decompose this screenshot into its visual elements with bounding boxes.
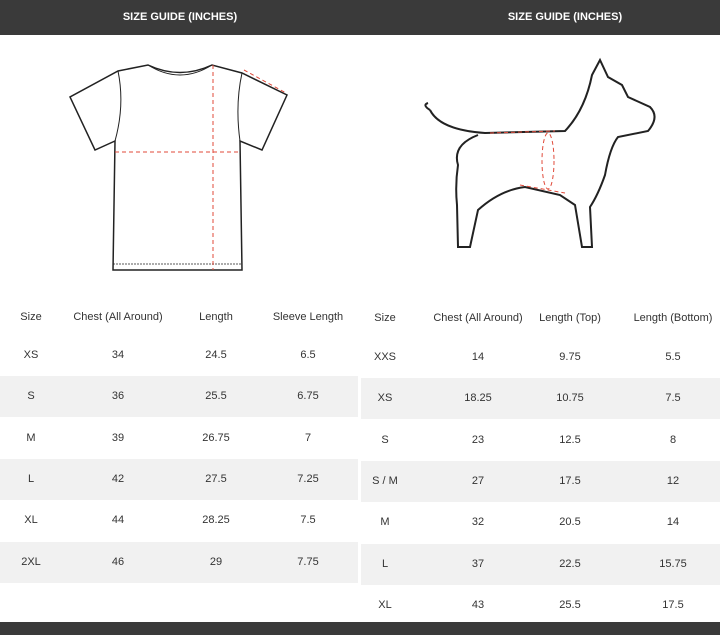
table-cell: 7 (304, 431, 312, 444)
table-cell: 18.25 (464, 392, 492, 405)
table-row: XS 18.25 10.75 7.5 (361, 378, 720, 420)
title: SIZE GUIDE (INCHES) (122, 11, 238, 23)
column-header: Chest (All Around) (73, 311, 163, 323)
column-header: Size (20, 311, 42, 323)
table-cell: XL (378, 598, 392, 611)
table-row: S / M 27 17.5 12 (361, 460, 720, 502)
table-cell: 2XL (21, 555, 41, 568)
column-header: Length (199, 311, 233, 323)
table-row: M 39 26.75 7 (0, 418, 358, 459)
table-cell: L (27, 472, 35, 485)
table-cell: XL (24, 514, 38, 527)
table-row: XS 34 24.5 6.5 (0, 335, 358, 376)
table-cell: 42 (111, 472, 125, 485)
table-cell: 28.25 (202, 514, 230, 527)
table-cell: 26.75 (202, 431, 230, 444)
table-cell: XS (377, 392, 393, 405)
table-cell: S / M (372, 474, 398, 487)
table-cell: 25.5 (559, 598, 581, 611)
table-cell: 44 (111, 514, 125, 527)
header-bar (0, 0, 720, 35)
table-cell: 23 (471, 433, 485, 446)
table-cell: 36 (111, 390, 125, 403)
table-cell: 22.5 (559, 557, 581, 570)
table-cell: XS (23, 349, 39, 361)
table-cell: 12.5 (559, 433, 581, 446)
title: SIZE GUIDE (INCHES) (507, 11, 623, 23)
table-cell: 43 (471, 598, 485, 611)
column-header: Sleeve Length (272, 311, 344, 323)
table-cell: 17.5 (662, 598, 684, 611)
table-cell: 37 (471, 557, 485, 570)
table-cell: 20.5 (559, 516, 581, 529)
table-cell: 8 (669, 433, 677, 446)
table-cell: 6.5 (300, 349, 316, 361)
table-cell: 9.75 (559, 351, 581, 363)
table-cell: 10.75 (556, 392, 584, 405)
table-cell: 7.75 (297, 555, 319, 568)
table-cell: M (26, 431, 36, 444)
table-row: L 42 27.5 7.25 (0, 458, 358, 500)
table-row: 2XL 46 29 7.75 (0, 541, 358, 583)
table-row: M 32 20.5 14 (361, 502, 720, 543)
table-cell: 34 (111, 349, 125, 361)
table-cell: 25.5 (205, 390, 227, 403)
table-row: S 23 12.5 8 (361, 420, 720, 461)
column-header: Length (Top) (539, 312, 601, 324)
table-cell: 5.5 (665, 351, 681, 363)
column-header: Chest (All Around) (433, 312, 523, 324)
table-cell: M (380, 516, 390, 529)
table-cell: 6.75 (297, 390, 319, 403)
table-cell: 27 (471, 474, 485, 487)
table-cell: 14 (666, 516, 680, 529)
table-row: L 37 22.5 15.75 (361, 543, 720, 585)
table-cell: 29 (209, 555, 223, 568)
table-cell: 15.75 (659, 557, 687, 570)
table-cell: 24.5 (205, 349, 227, 361)
column-header: Length (Bottom) (633, 312, 713, 324)
column-header: Size (374, 312, 396, 324)
table-cell: 7.5 (300, 514, 316, 527)
footer-bar (0, 622, 720, 635)
table-row: S 36 25.5 6.75 (0, 376, 358, 418)
table-cell: S (27, 390, 35, 403)
table-cell: 32 (471, 516, 485, 529)
table-cell: 12 (666, 474, 680, 487)
table-cell: 17.5 (559, 474, 581, 487)
table-cell: 27.5 (205, 472, 227, 485)
table-cell: L (381, 557, 389, 570)
table-cell: 46 (111, 555, 125, 568)
table-cell: S (381, 433, 389, 446)
table-cell: XXS (373, 351, 397, 363)
table-cell: 39 (111, 431, 125, 444)
dog-diagram (424, 57, 656, 248)
shirt-diagram (69, 64, 288, 271)
table-row: XL 44 28.25 7.5 (0, 500, 358, 541)
table-cell: 7.5 (665, 392, 681, 405)
table-cell: 7.25 (297, 472, 319, 485)
table-cell: 14 (471, 351, 485, 363)
table-row: XL 43 25.5 17.5 (361, 585, 720, 626)
table-row: XXS 14 9.75 5.5 (361, 337, 720, 378)
